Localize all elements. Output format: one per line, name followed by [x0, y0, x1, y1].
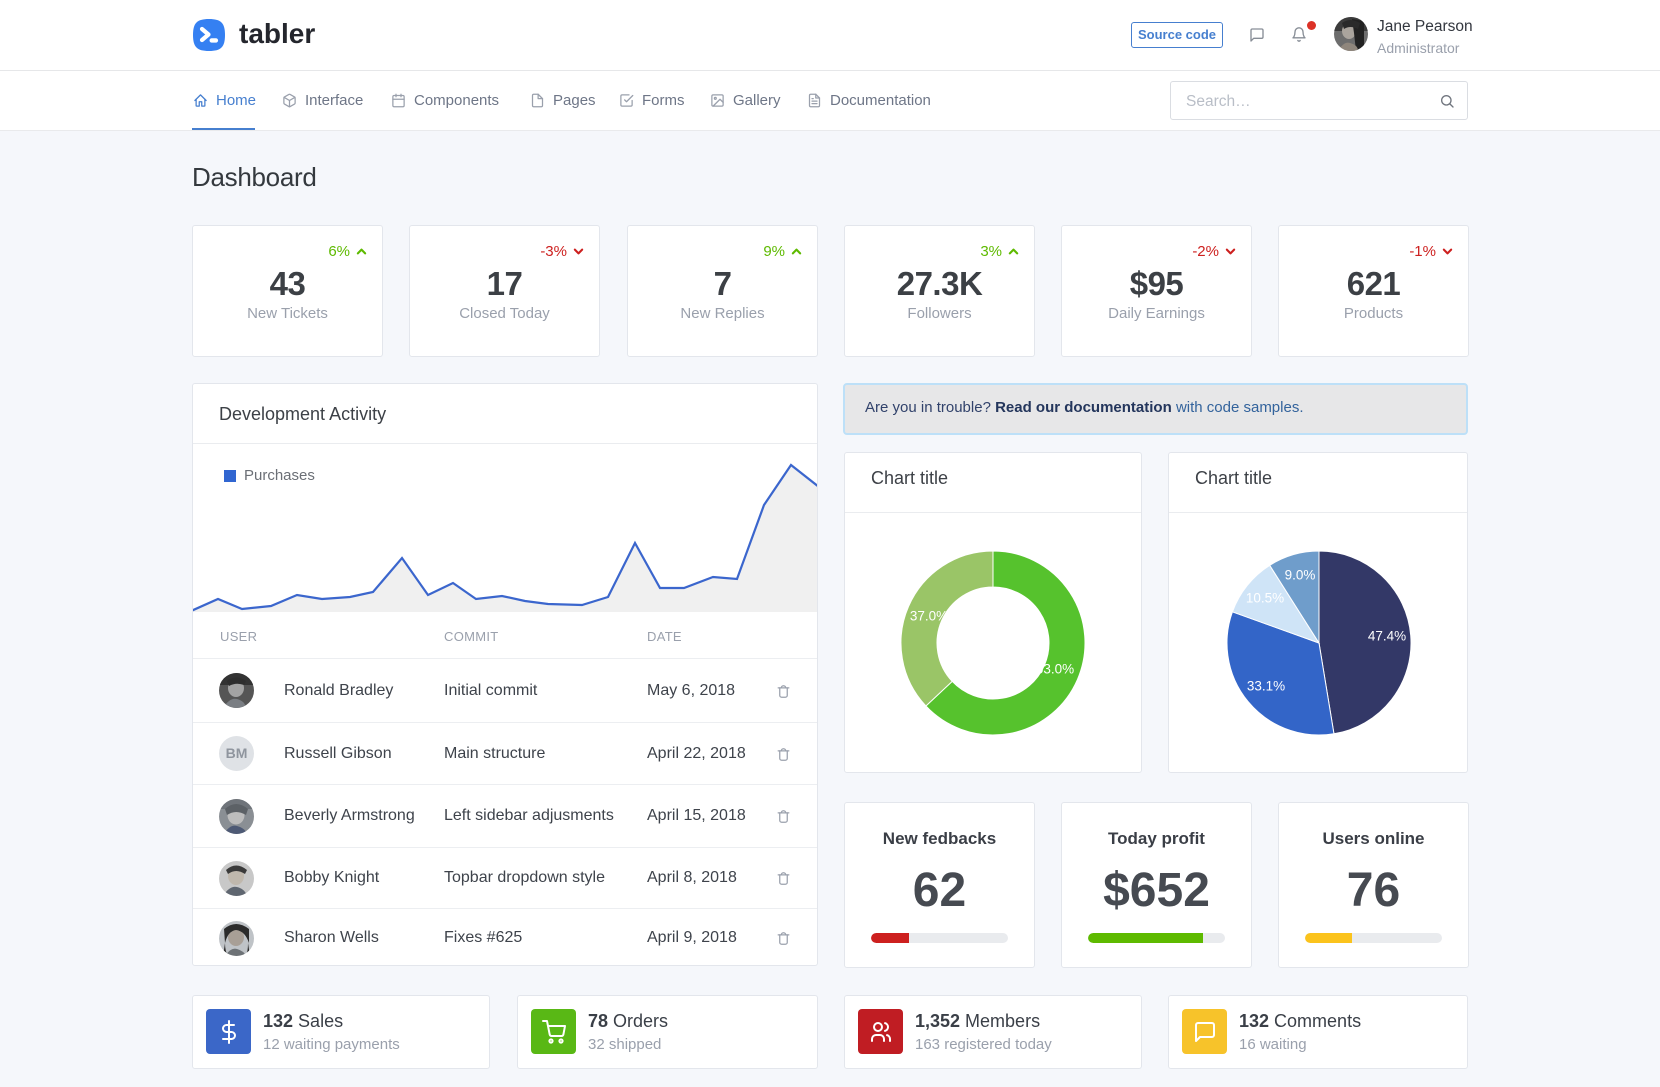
svg-text:37.0%: 37.0%: [910, 609, 948, 624]
svg-text:33.1%: 33.1%: [1247, 679, 1285, 694]
svg-text:10.5%: 10.5%: [1246, 591, 1284, 606]
svg-text:9.0%: 9.0%: [1285, 568, 1316, 583]
svg-text:63.0%: 63.0%: [1036, 662, 1074, 677]
svg-text:47.4%: 47.4%: [1368, 629, 1406, 644]
